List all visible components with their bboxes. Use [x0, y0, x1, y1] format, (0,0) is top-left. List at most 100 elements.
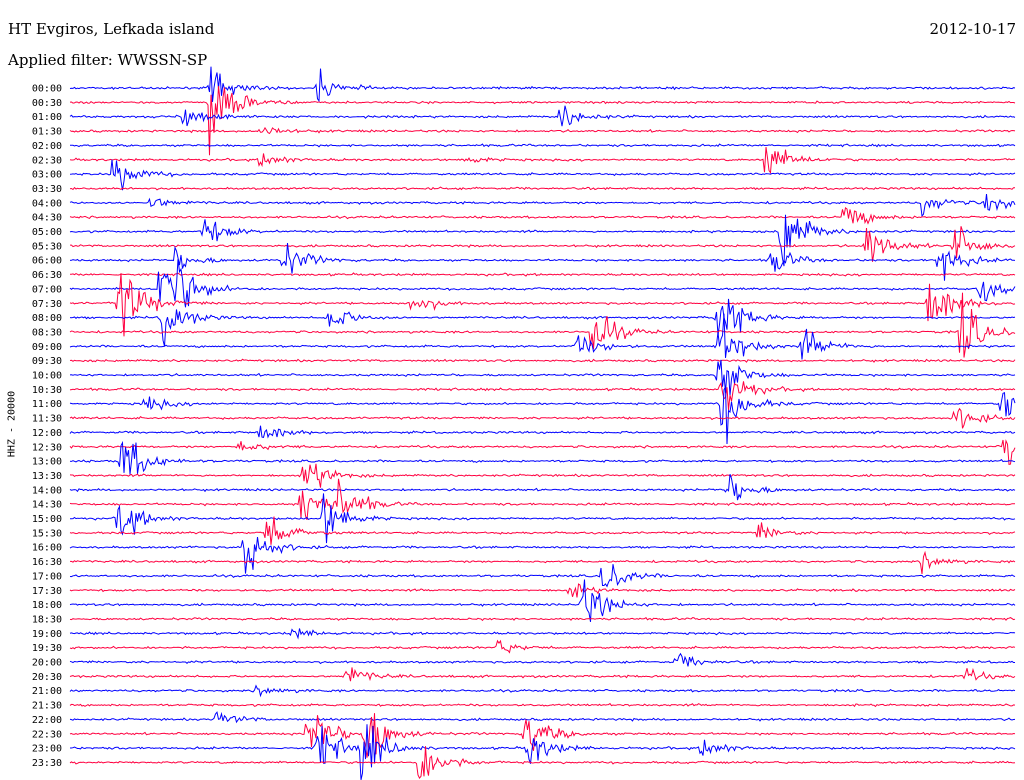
tick-label-2130: 21:30	[32, 701, 62, 712]
seismic-traces	[69, 66, 1016, 780]
trace-row-1930	[69, 639, 1016, 654]
trace-row-0100	[69, 105, 1016, 127]
tick-label-1030: 10:30	[32, 385, 62, 396]
trace-row-1400	[69, 474, 1016, 501]
tick-label-0330: 03:30	[32, 184, 62, 195]
tick-label-1300: 13:00	[32, 457, 62, 468]
tick-label-1730: 17:30	[32, 586, 62, 597]
trace-row-1700	[69, 564, 1016, 588]
tick-label-0800: 08:00	[32, 313, 62, 324]
tick-label-1900: 19:00	[32, 629, 62, 640]
trace-row-0400	[69, 194, 1016, 218]
tick-label-1400: 14:00	[32, 485, 62, 496]
trace-row-0000	[69, 66, 1016, 103]
tick-label-1600: 16:00	[32, 543, 62, 554]
tick-label-0300: 03:00	[32, 170, 62, 181]
tick-label-2330: 23:30	[32, 758, 62, 769]
trace-row-0930	[69, 358, 1016, 363]
tick-label-0200: 02:00	[32, 141, 62, 152]
tick-label-0030: 00:30	[32, 98, 62, 109]
trace-row-1030	[69, 381, 1016, 410]
tick-label-0700: 07:00	[32, 284, 62, 295]
trace-row-0430	[69, 207, 1016, 225]
trace-row-1800	[69, 579, 1016, 622]
trace-row-0800	[69, 298, 1016, 347]
trace-row-1330	[69, 463, 1016, 488]
tick-label-0930: 09:30	[32, 356, 62, 367]
tick-label-0900: 09:00	[32, 342, 62, 353]
trace-row-0830	[69, 292, 1016, 358]
tick-label-1800: 18:00	[32, 600, 62, 611]
tick-label-1230: 12:30	[32, 442, 62, 453]
tick-label-2000: 20:00	[32, 658, 62, 669]
trace-row-1600	[69, 537, 1016, 574]
trace-row-2330	[69, 746, 1016, 780]
tick-label-0230: 02:30	[32, 155, 62, 166]
trace-row-0630	[69, 272, 1016, 277]
trace-row-1500	[70, 493, 1016, 544]
tick-label-2230: 22:30	[32, 729, 62, 740]
trace-row-2030	[69, 667, 1016, 682]
tick-label-1630: 16:30	[32, 557, 62, 568]
trace-row-1730	[69, 583, 1016, 598]
tick-label-1100: 11:00	[32, 399, 62, 410]
trace-row-1530	[69, 516, 1016, 545]
tick-label-1830: 18:30	[32, 614, 62, 625]
trace-row-0330	[69, 186, 1015, 191]
trace-row-0500	[69, 214, 1016, 267]
trace-row-0700	[69, 259, 1016, 308]
tick-label-0630: 06:30	[32, 270, 62, 281]
trace-row-1130	[69, 407, 1016, 429]
tick-label-1700: 17:00	[32, 571, 62, 582]
tick-label-0100: 01:00	[32, 112, 62, 123]
tick-label-0500: 05:00	[32, 227, 62, 238]
tick-label-2100: 21:00	[32, 686, 62, 697]
trace-row-2200	[69, 711, 1016, 724]
tick-label-0430: 04:30	[32, 213, 62, 224]
tick-label-1530: 15:30	[32, 528, 62, 539]
tick-label-1430: 14:30	[32, 500, 62, 511]
trace-row-2100	[69, 684, 1016, 698]
trace-row-2230	[69, 713, 1016, 758]
trace-row-0900	[69, 313, 1016, 360]
trace-row-1900	[69, 628, 1016, 640]
date-label: 2012-10-17	[929, 20, 1016, 38]
tick-label-0600: 06:00	[32, 256, 62, 267]
trace-row-0200	[70, 143, 1016, 148]
trace-row-0300	[69, 159, 1016, 191]
trace-row-0730	[69, 273, 1016, 337]
trace-row-2000	[69, 652, 1015, 667]
tick-label-1500: 15:00	[32, 514, 62, 525]
tick-label-0400: 04:00	[32, 198, 62, 209]
tick-label-2030: 20:30	[32, 672, 62, 683]
trace-row-0130	[69, 126, 1016, 135]
tick-label-0000: 00:00	[32, 84, 62, 95]
trace-row-0030	[69, 86, 1016, 156]
time-tick-labels: 00:00 00:30 01:00 01:30 02:00 02:30 03:00 03:30…	[32, 84, 62, 769]
trace-row-1630	[70, 550, 1016, 574]
tick-label-2300: 23:00	[32, 744, 62, 755]
tick-label-0130: 01:30	[32, 127, 62, 138]
tick-label-0530: 05:30	[32, 241, 62, 252]
tick-label-1330: 13:30	[32, 471, 62, 482]
trace-row-1000	[69, 359, 1016, 396]
trace-row-1100	[69, 385, 1016, 445]
trace-row-2300	[70, 724, 1016, 780]
tick-label-1000: 10:00	[32, 371, 62, 382]
tick-label-1130: 11:30	[32, 414, 62, 425]
station-title: HT Evgiros, Lefkada island	[8, 20, 215, 38]
tick-label-2200: 22:00	[32, 715, 62, 726]
tick-label-0730: 07:30	[32, 299, 62, 310]
trace-row-1830	[69, 616, 1016, 622]
trace-row-1200	[69, 425, 1016, 439]
trace-row-2130	[69, 702, 1016, 708]
filter-label: Applied filter: WWSSN-SP	[8, 51, 208, 69]
tick-label-1200: 12:00	[32, 428, 62, 439]
trace-row-1300	[69, 440, 1016, 475]
trace-row-1430	[69, 478, 1015, 520]
trace-row-0230	[69, 147, 1015, 175]
trace-row-0600	[69, 242, 1016, 281]
tick-label-1930: 19:30	[32, 643, 62, 654]
trace-row-0530	[70, 226, 1016, 262]
